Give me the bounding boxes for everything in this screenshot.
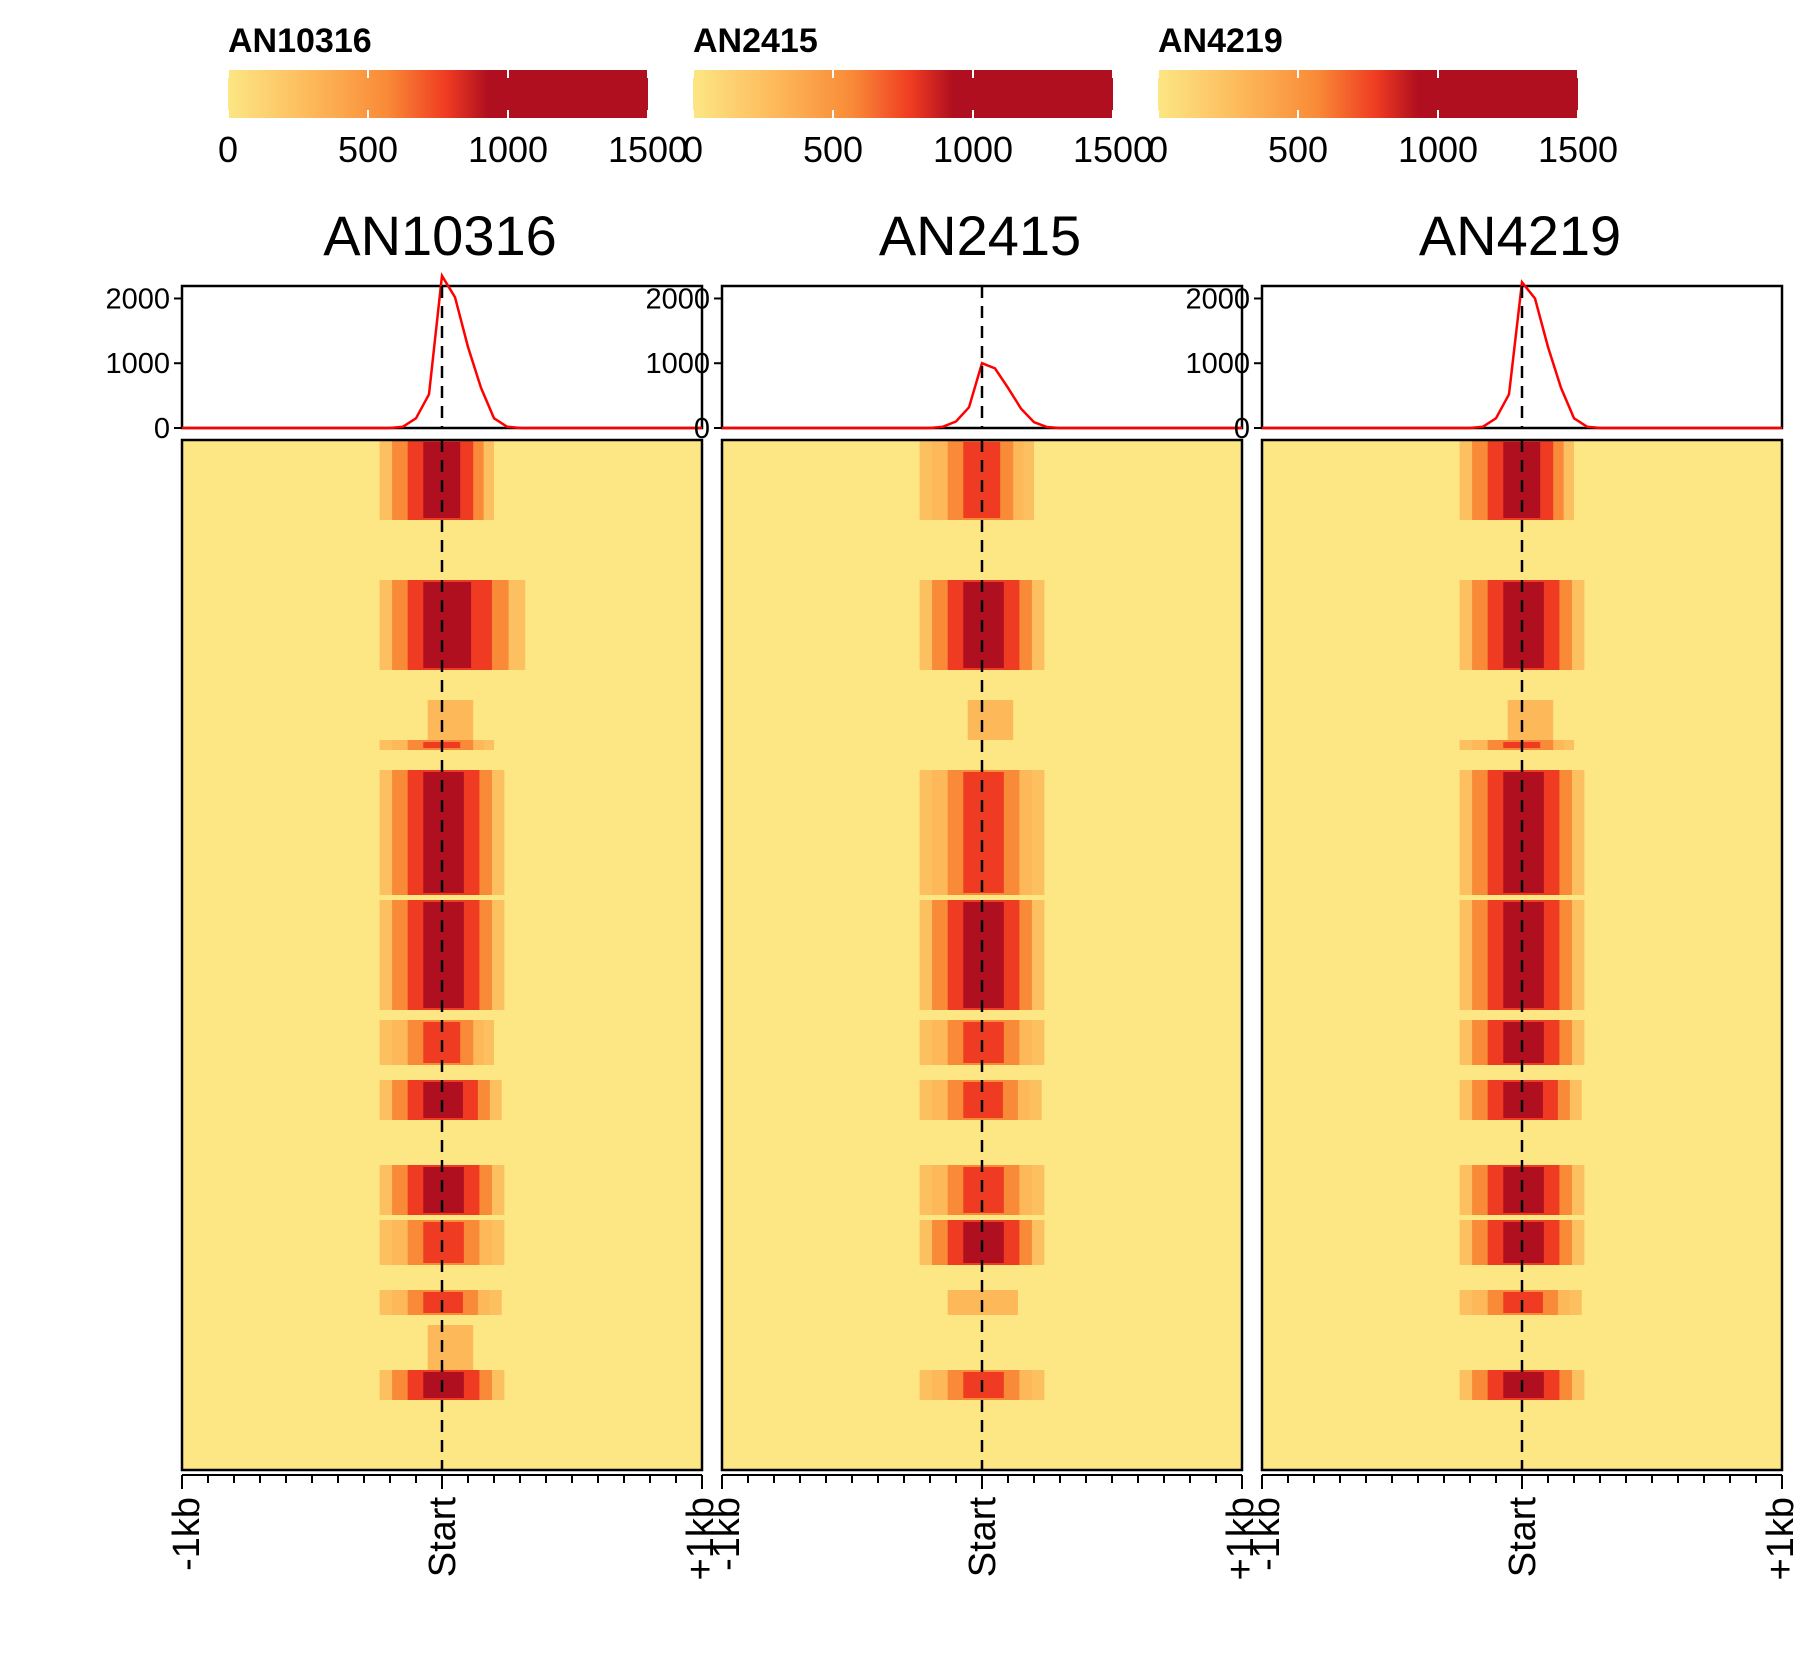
heatmap-band-peak — [1503, 1167, 1544, 1213]
profile-y-tick-label: 0 — [154, 413, 170, 445]
profile-line-an2415 — [722, 361, 1242, 430]
panel-title-an2415: AN2415 — [879, 204, 1081, 267]
heatmap-band-peak — [963, 1022, 1004, 1063]
profile-line-an4219 — [1262, 279, 1782, 430]
heatmap-band-peak — [1503, 1372, 1544, 1398]
x-tick-label: +1kb — [1760, 1497, 1800, 1580]
profile-line-an10316 — [182, 272, 702, 430]
heatmap-band-peak — [1503, 1222, 1544, 1263]
heatmap-band-peak — [423, 1167, 464, 1213]
heatmap-band-peak — [423, 1222, 464, 1263]
legend-tick-label: 0 — [683, 129, 703, 170]
x-tick-label: Start — [1502, 1497, 1544, 1578]
legend-tick-label: 1000 — [933, 129, 1013, 170]
heatmap-band-peak — [963, 1222, 1004, 1263]
legend-tick-label: 500 — [1268, 129, 1328, 170]
legend-tick-label: 500 — [338, 129, 398, 170]
legend-tick-label: 1500 — [608, 129, 688, 170]
x-tick-label: -1kb — [166, 1497, 208, 1571]
profile-y-tick-label: 2000 — [645, 283, 710, 315]
legend-tick-label: 0 — [218, 129, 238, 170]
legend-colorbar-an2415 — [693, 70, 1113, 118]
x-tick-label: +1kb — [1220, 1497, 1262, 1580]
heatmap-band-peak — [423, 582, 472, 668]
legend-title-an4219: AN4219 — [1158, 22, 1283, 60]
x-tick-label: -1kb — [706, 1497, 748, 1571]
profile-y-tick-label: 2000 — [105, 283, 170, 315]
x-tick-label: +1kb — [680, 1497, 722, 1580]
profile-y-tick-label: 1000 — [645, 348, 710, 380]
heatmap-band-peak — [434, 702, 461, 738]
heatmap-band-peak — [423, 1372, 464, 1398]
heatmap-band-peak — [1503, 582, 1544, 668]
heatmap-band-peak — [423, 772, 464, 893]
heatmap-band-peak — [963, 772, 1004, 893]
heatmap-band-peak — [963, 582, 1004, 668]
legend-title-an2415: AN2415 — [693, 22, 818, 60]
heatmap-band-peak — [963, 902, 1004, 1008]
profile-y-tick-label: 2000 — [1185, 283, 1250, 315]
panel-title-an10316: AN10316 — [323, 204, 557, 267]
legend-tick-label: 1500 — [1073, 129, 1153, 170]
legend-colorbar-an4219 — [1158, 70, 1578, 118]
heatmap-band-peak — [423, 902, 464, 1008]
legend-tick-label: 1500 — [1538, 129, 1618, 170]
x-tick-label: -1kb — [1246, 1497, 1288, 1571]
legend-tick-label: 1000 — [1398, 129, 1478, 170]
panel-title-an4219: AN4219 — [1419, 204, 1621, 267]
heatmap-band-peak — [1503, 1022, 1544, 1063]
profile-y-tick-label: 1000 — [105, 348, 170, 380]
heatmap-band-peak — [1503, 772, 1544, 893]
heatmap-band-peak — [1503, 902, 1544, 1008]
x-tick-label: Start — [962, 1497, 1004, 1578]
heatmap-band-peak — [974, 702, 1001, 738]
heatmap-band-peak — [963, 1372, 1004, 1398]
heatmap-band-peak — [963, 1167, 1004, 1213]
legend-tick-label: 500 — [803, 129, 863, 170]
legend-title-an10316: AN10316 — [228, 22, 372, 60]
profile-y-tick-label: 1000 — [1185, 348, 1250, 380]
profile-y-tick-label: 0 — [1234, 413, 1250, 445]
profile-y-tick-label: 0 — [694, 413, 710, 445]
x-tick-label: Start — [422, 1497, 464, 1578]
heatmap-band-peak — [1514, 702, 1541, 738]
legend-tick-label: 0 — [1148, 129, 1168, 170]
legend-tick-label: 1000 — [468, 129, 548, 170]
legend-colorbar-an10316 — [228, 70, 648, 118]
